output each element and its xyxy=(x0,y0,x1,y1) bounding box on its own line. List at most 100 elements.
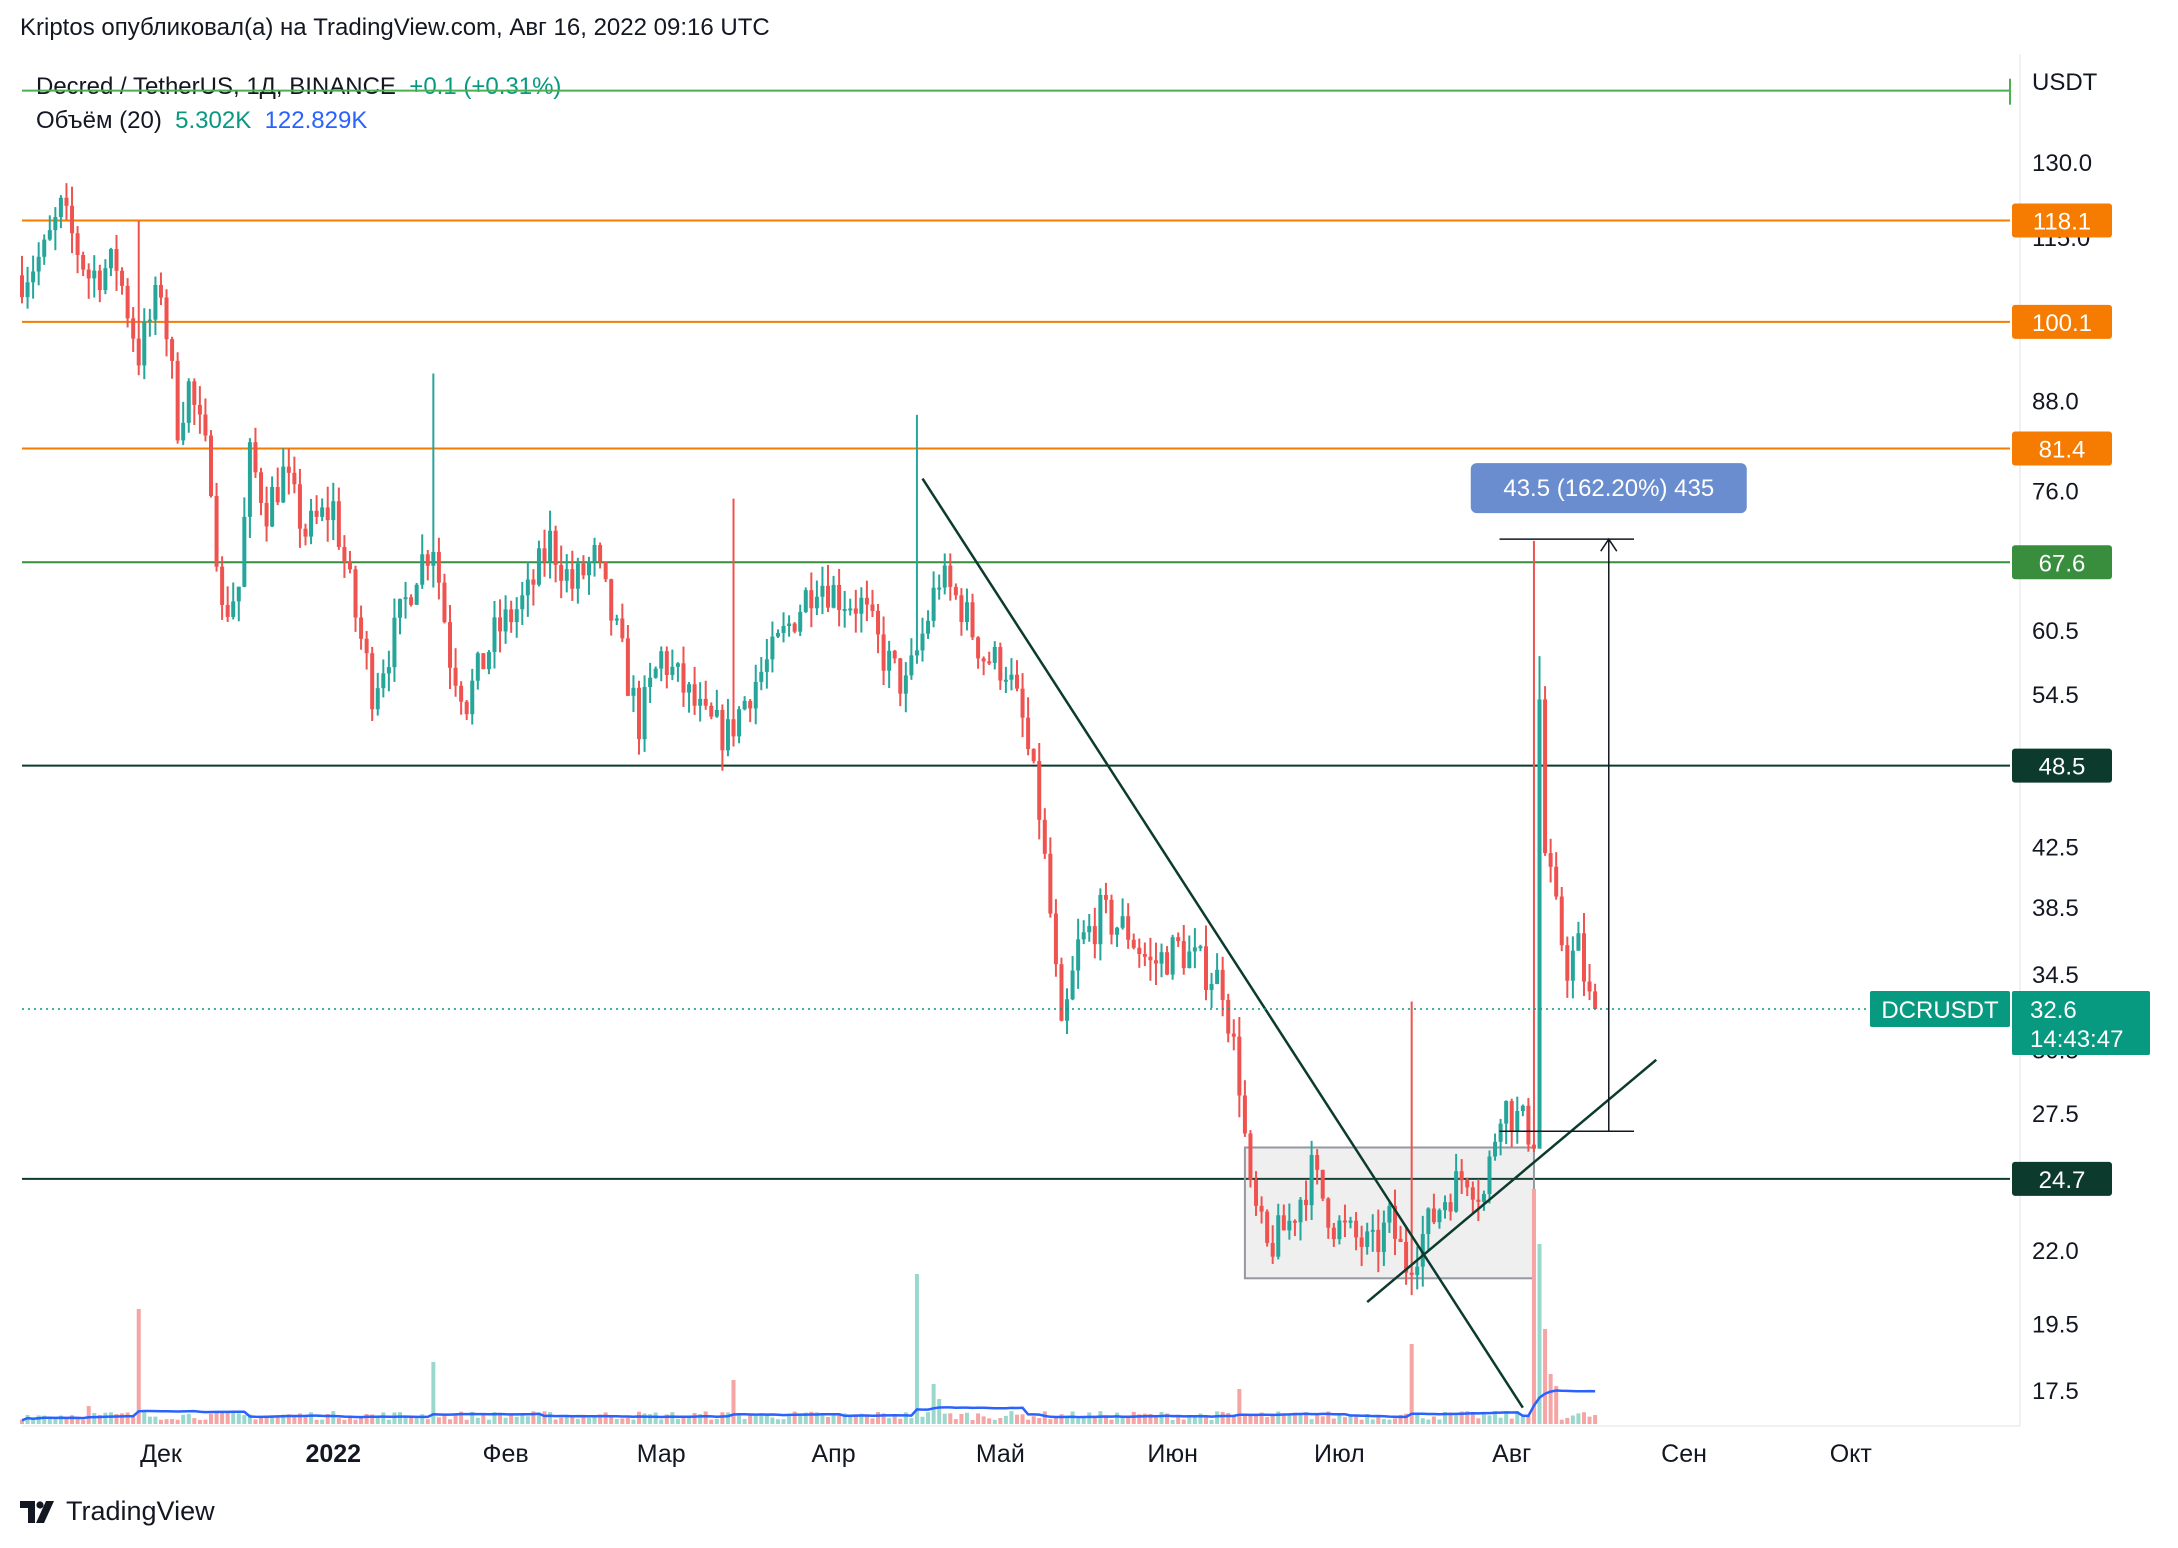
candle-body[interactable] xyxy=(959,595,964,623)
candle-body[interactable] xyxy=(103,268,108,291)
candle-body[interactable] xyxy=(1420,1233,1425,1267)
candle-body[interactable] xyxy=(559,564,564,581)
candle-body[interactable] xyxy=(1226,999,1231,1034)
candle-body[interactable] xyxy=(586,561,591,576)
candle-body[interactable] xyxy=(859,597,864,614)
candle-body[interactable] xyxy=(1504,1101,1509,1124)
candle-body[interactable] xyxy=(625,638,630,696)
candle-body[interactable] xyxy=(937,587,942,590)
symbol-title[interactable]: Decred / TetherUS, 1Д, BINANCE xyxy=(36,73,396,100)
candle-body[interactable] xyxy=(170,339,175,361)
candle-body[interactable] xyxy=(1493,1141,1498,1157)
candle-body[interactable] xyxy=(942,565,947,588)
candle-body[interactable] xyxy=(186,381,191,423)
candle-body[interactable] xyxy=(725,719,730,751)
candle-body[interactable] xyxy=(225,604,230,617)
candle-body[interactable] xyxy=(1315,1155,1320,1170)
candle-body[interactable] xyxy=(314,510,319,517)
candle-body[interactable] xyxy=(270,487,275,527)
candle-body[interactable] xyxy=(520,595,525,610)
candle-body[interactable] xyxy=(1309,1155,1314,1206)
candle-body[interactable] xyxy=(1531,1144,1536,1149)
candle-body[interactable] xyxy=(920,633,925,651)
candle-body[interactable] xyxy=(603,561,608,580)
candle-body[interactable] xyxy=(1548,853,1553,867)
candle-body[interactable] xyxy=(1187,951,1192,969)
candle-body[interactable] xyxy=(775,633,780,637)
candle-body[interactable] xyxy=(259,472,264,503)
candle-body[interactable] xyxy=(814,596,819,609)
candle-body[interactable] xyxy=(364,638,369,654)
candle-body[interactable] xyxy=(1098,894,1103,945)
candle-body[interactable] xyxy=(1037,761,1042,820)
candle-body[interactable] xyxy=(898,658,903,694)
candle-body[interactable] xyxy=(1287,1220,1292,1231)
candle-body[interactable] xyxy=(1576,933,1581,951)
candle-body[interactable] xyxy=(1109,899,1114,935)
candle-body[interactable] xyxy=(253,442,258,473)
candle-body[interactable] xyxy=(1231,1033,1236,1037)
candle-body[interactable] xyxy=(158,284,163,298)
candle-body[interactable] xyxy=(1026,717,1031,750)
candle-body[interactable] xyxy=(1509,1101,1514,1132)
candle-body[interactable] xyxy=(1398,1238,1403,1242)
candle-body[interactable] xyxy=(125,285,130,319)
candle-body[interactable] xyxy=(1254,1180,1259,1206)
candle-body[interactable] xyxy=(1348,1220,1353,1223)
candle-body[interactable] xyxy=(1031,749,1036,762)
candle-body[interactable] xyxy=(1359,1237,1364,1247)
candle-body[interactable] xyxy=(197,404,202,415)
candle-body[interactable] xyxy=(987,661,992,664)
candle-body[interactable] xyxy=(1181,941,1186,969)
candle-body[interactable] xyxy=(1565,945,1570,981)
candle-body[interactable] xyxy=(1476,1199,1481,1202)
candle-body[interactable] xyxy=(648,677,653,688)
candle-body[interactable] xyxy=(720,709,725,751)
candle-body[interactable] xyxy=(864,597,869,605)
candle-body[interactable] xyxy=(92,270,97,279)
candle-body[interactable] xyxy=(976,637,981,659)
candle-body[interactable] xyxy=(748,700,753,709)
candle-body[interactable] xyxy=(1115,927,1120,935)
candle-body[interactable] xyxy=(431,552,436,566)
candle-body[interactable] xyxy=(1526,1105,1531,1145)
candle-body[interactable] xyxy=(453,667,458,686)
candle-body[interactable] xyxy=(208,435,213,496)
candle-body[interactable] xyxy=(687,684,692,693)
candle-body[interactable] xyxy=(1092,926,1097,945)
candle-body[interactable] xyxy=(1320,1169,1325,1199)
candle-body[interactable] xyxy=(336,501,341,547)
candle-body[interactable] xyxy=(114,249,119,271)
candle-body[interactable] xyxy=(1220,969,1225,1000)
candle-body[interactable] xyxy=(275,487,280,503)
candle-body[interactable] xyxy=(670,666,675,675)
candle-body[interactable] xyxy=(436,552,441,583)
candle-body[interactable] xyxy=(1365,1231,1370,1247)
candle-body[interactable] xyxy=(1537,699,1542,1149)
candle-body[interactable] xyxy=(175,360,180,441)
candle-body[interactable] xyxy=(1209,983,1214,990)
candle-body[interactable] xyxy=(347,561,352,570)
candle-body[interactable] xyxy=(1415,1266,1420,1275)
candle-body[interactable] xyxy=(1259,1205,1264,1212)
candle-body[interactable] xyxy=(1487,1156,1492,1194)
level-price-tag[interactable] xyxy=(2012,1161,2112,1196)
candle-body[interactable] xyxy=(1354,1220,1359,1238)
candle-body[interactable] xyxy=(1237,1036,1242,1096)
candle-body[interactable] xyxy=(831,584,836,608)
candle-body[interactable] xyxy=(631,687,636,696)
ticker-tag[interactable] xyxy=(1870,990,2010,1027)
level-price-tag[interactable] xyxy=(2012,431,2112,466)
candle-body[interactable] xyxy=(1570,950,1575,981)
candle-body[interactable] xyxy=(1270,1242,1275,1257)
candle-body[interactable] xyxy=(19,275,25,298)
candle-body[interactable] xyxy=(242,516,247,587)
candle-body[interactable] xyxy=(1465,1180,1470,1188)
candle-body[interactable] xyxy=(375,688,380,710)
candle-body[interactable] xyxy=(1331,1227,1336,1240)
candle-body[interactable] xyxy=(564,569,569,581)
candle-body[interactable] xyxy=(531,579,536,585)
candle-body[interactable] xyxy=(1342,1220,1347,1223)
candle-body[interactable] xyxy=(870,604,875,611)
candle-body[interactable] xyxy=(1148,956,1153,961)
